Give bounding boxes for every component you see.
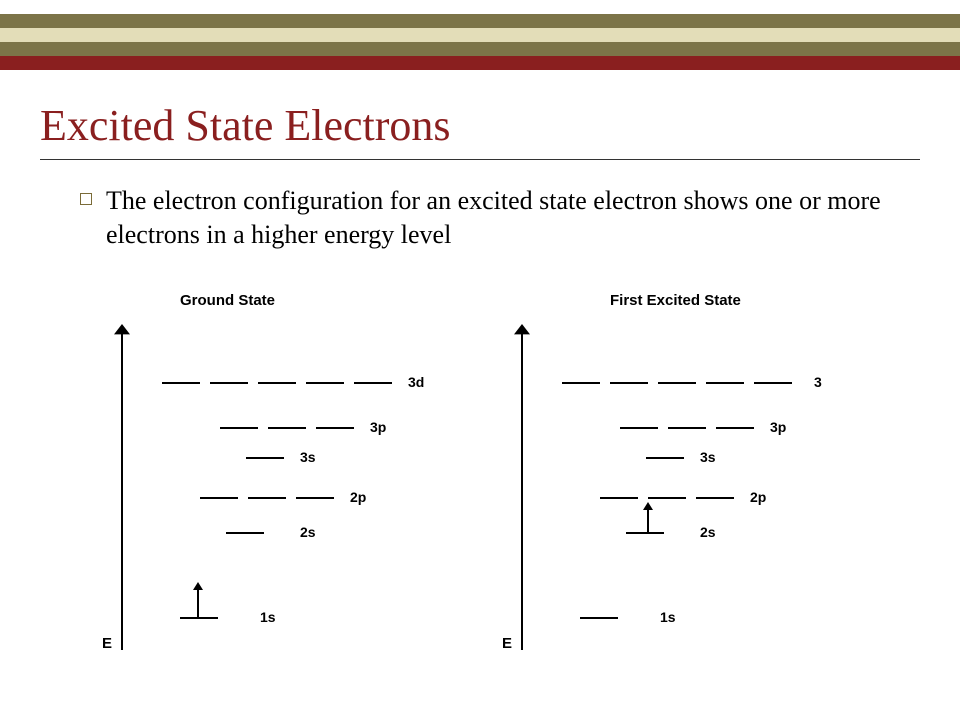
orbital-level-3d [210,382,248,384]
orbital-label-3s: 3s [300,449,316,465]
title-rule [40,159,920,160]
orbital-level-2s [226,532,264,534]
orbital-label-3: 3 [814,374,822,390]
orbital-level-2p [648,497,686,499]
orbital-level-1s [180,617,218,619]
orbital-label-2p: 2p [750,489,766,505]
energy-diagram-0: Ground State E 3d 3p 3s 2p 2s 1s [100,292,460,672]
orbital-level-3s [646,457,684,459]
diagram-title: Ground State [180,292,275,309]
axis-label: E [102,635,112,652]
bullet-marker [80,193,92,205]
orbital-level-1s [580,617,618,619]
orbital-level-2s [626,532,664,534]
page-title: Excited State Electrons [40,100,920,151]
orbital-level-3d [162,382,200,384]
orbital-level-3d [258,382,296,384]
diagrams-container: Ground State E 3d 3p 3s 2p 2s 1s First Excited… [40,292,920,672]
orbital-level-3p [316,427,354,429]
orbital-label-1s: 1s [260,609,276,625]
orbital-level-2p [296,497,334,499]
axis-label: E [502,635,512,652]
orbital-label-1s: 1s [660,609,676,625]
energy-diagram-1: First Excited State E 3 3p 3s 2p 2s 1s [500,292,860,672]
orbital-level-3s [246,457,284,459]
slide-content: Excited State Electrons The electron con… [0,70,960,672]
orbital-level-3p [268,427,306,429]
orbital-level-3d [306,382,344,384]
orbital-level-2p [600,497,638,499]
orbital-label-3d: 3d [408,374,424,390]
orbital-label-2s: 2s [700,524,716,540]
orbital-label-3p: 3p [770,419,786,435]
bullet-text: The electron configuration for an excite… [106,184,920,252]
bullet-item: The electron configuration for an excite… [40,184,920,252]
orbital-level-3p [668,427,706,429]
orbital-label-2p: 2p [350,489,366,505]
orbital-label-2s: 2s [300,524,316,540]
orbital-level-2p [248,497,286,499]
decorative-band [0,0,960,70]
orbital-level-3p [716,427,754,429]
orbital-level-3p [220,427,258,429]
orbital-level-2p [696,497,734,499]
electron-arrow-icon [193,582,205,617]
energy-axis [514,324,532,650]
orbital-label-3s: 3s [700,449,716,465]
orbital-level-3 [706,382,744,384]
orbital-level-3 [754,382,792,384]
diagram-title: First Excited State [610,292,741,309]
energy-axis [114,324,132,650]
orbital-level-3p [620,427,658,429]
electron-arrow-icon [643,502,655,532]
orbital-level-3 [562,382,600,384]
orbital-label-3p: 3p [370,419,386,435]
orbital-level-2p [200,497,238,499]
orbital-level-3 [610,382,648,384]
orbital-level-3 [658,382,696,384]
orbital-level-3d [354,382,392,384]
